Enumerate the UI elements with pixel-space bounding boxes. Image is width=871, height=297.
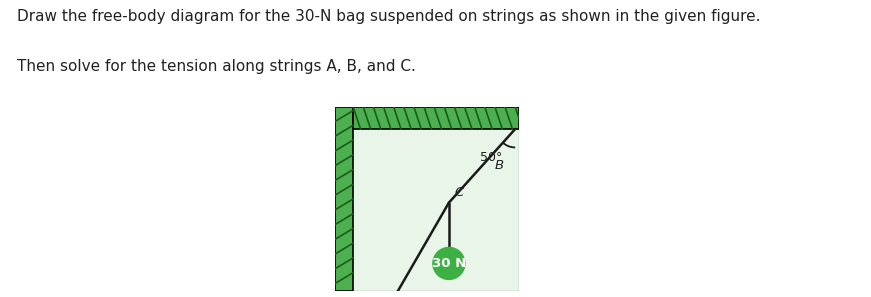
Text: 30 N: 30 N bbox=[432, 257, 466, 270]
Text: Draw the free-body diagram for the 30-N bag suspended on strings as shown in the: Draw the free-body diagram for the 30-N … bbox=[17, 9, 761, 24]
Text: B: B bbox=[495, 159, 504, 172]
Text: C: C bbox=[455, 186, 463, 199]
Text: 50°: 50° bbox=[480, 151, 503, 164]
Text: Then solve for the tension along strings A, B, and C.: Then solve for the tension along strings… bbox=[17, 59, 416, 75]
Bar bbox=[353, 107, 519, 129]
Bar bbox=[334, 107, 353, 291]
Circle shape bbox=[433, 248, 464, 279]
